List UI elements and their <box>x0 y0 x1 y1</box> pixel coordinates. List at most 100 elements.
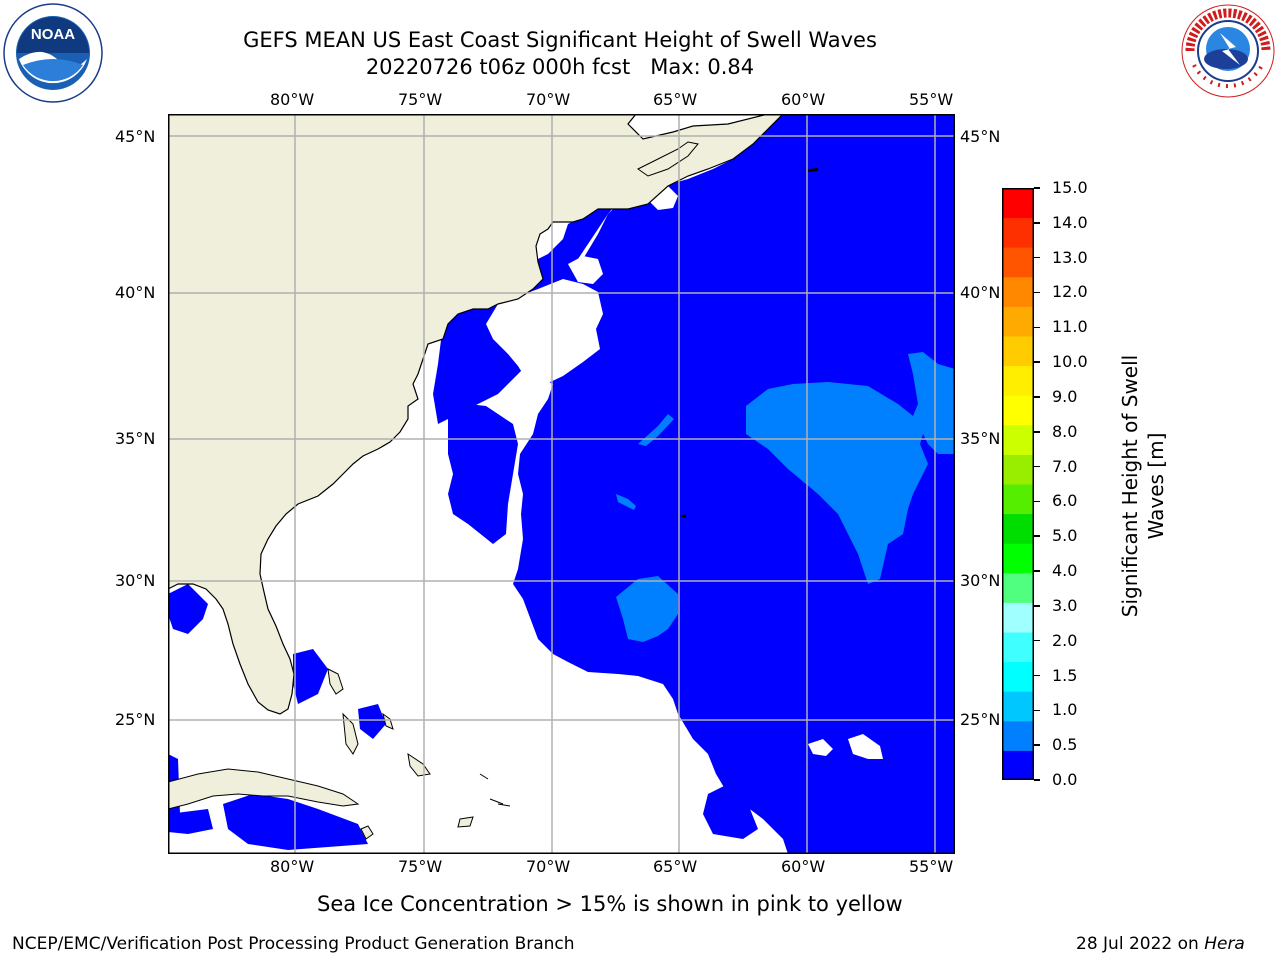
colorbar-swatch <box>1002 217 1034 248</box>
colorbar-label-line1: Significant Height of Swell <box>1118 354 1142 618</box>
colorbar-tick-mark <box>1034 396 1040 398</box>
sea-ice-note: Sea Ice Concentration > 15% is shown in … <box>317 892 903 916</box>
svg-text:NOAA: NOAA <box>31 26 75 43</box>
footer-date: 28 Jul 2022 on Hera <box>1076 934 1245 954</box>
lat-label-left-45n: 45°N <box>115 127 156 146</box>
colorbar-tick-label: 15.0 <box>1052 178 1088 197</box>
colorbar-tick-label: 6.0 <box>1052 491 1078 511</box>
lat-label-right-25n: 25°N <box>960 710 1001 729</box>
lat-label-left-30n: 30°N <box>115 571 156 590</box>
lat-label-left-25n: 25°N <box>115 710 156 729</box>
colorbar-tick-mark <box>1034 674 1040 677</box>
lon-label-top-65w: 65°W <box>653 90 698 109</box>
colorbar-tick-label: 9.0 <box>1052 386 1078 406</box>
colorbar-tick-mark <box>1034 500 1040 503</box>
colorbar-tick-mark <box>1034 639 1040 642</box>
colorbar-tick-label: 5.0 <box>1052 526 1078 546</box>
colorbar-tick-label: 0.0 <box>1052 770 1078 789</box>
footer-date-text: 28 Jul 2022 on <box>1076 934 1205 954</box>
colorbar-tick-label: 4.0 <box>1052 561 1078 581</box>
colorbar-swatch <box>1002 395 1034 426</box>
colorbar-swatch <box>1002 188 1034 219</box>
colorbar-tick-label: 10.0 <box>1052 352 1088 372</box>
colorbar-swatch <box>1002 543 1034 574</box>
colorbar-ticks: 0.0 0.5 1.0 1.5 2.0 3.0 4.0 5.0 6.0 7.0 8.0 9.0 10.0… <box>1034 179 1114 789</box>
colorbar-tick-mark <box>1034 744 1040 746</box>
colorbar-tick-label: 1.5 <box>1052 665 1078 685</box>
lon-label-bottom-80w: 80°W <box>270 857 315 876</box>
colorbar-swatch <box>1002 424 1034 455</box>
lat-label-left-35n: 35°N <box>115 429 156 448</box>
colorbar-swatch <box>1002 691 1034 722</box>
footer-machine: Hera <box>1204 934 1245 954</box>
colorbar-tick-label: 12.0 <box>1052 282 1088 302</box>
colorbar-label-line2: Waves [m] <box>1144 432 1168 540</box>
colorbar-swatch <box>1002 572 1034 603</box>
colorbar-tick-label: 13.0 <box>1052 247 1088 267</box>
lon-label-top-55w: 55°W <box>909 90 954 109</box>
colorbar-tick-mark <box>1034 465 1040 468</box>
colorbar-tick-mark <box>1034 779 1040 781</box>
lon-label-bottom-65w: 65°W <box>653 857 698 876</box>
lat-label-right-40n: 40°N <box>960 283 1001 302</box>
colorbar-swatch <box>1002 365 1034 396</box>
colorbar-swatch <box>1002 276 1034 307</box>
swell-region-mid-south <box>616 576 678 642</box>
colorbar-tick-mark <box>1034 535 1040 537</box>
nws-logo <box>1180 3 1276 99</box>
colorbar-tick-label: 11.0 <box>1052 317 1088 337</box>
swell-region-low <box>513 114 955 854</box>
lon-label-top-75w: 75°W <box>398 90 443 109</box>
colorbar-tick-label: 1.0 <box>1052 700 1078 720</box>
swell-region-mid-east <box>746 352 955 584</box>
colorbar-swatches <box>1002 188 1034 781</box>
noaa-logo: NOAA <box>3 3 103 103</box>
colorbar-tick-label: 2.0 <box>1052 630 1078 650</box>
colorbar-swatch <box>1002 484 1034 515</box>
colorbar-tick-mark <box>1034 222 1040 224</box>
colorbar-swatch <box>1002 720 1034 751</box>
lon-label-top-60w: 60°W <box>781 90 826 109</box>
colorbar-tick-label: 0.5 <box>1052 735 1078 755</box>
colorbar-tick-mark <box>1034 361 1040 363</box>
lat-label-right-35n: 35°N <box>960 429 1001 448</box>
colorbar-tick-mark <box>1034 431 1040 433</box>
colorbar-tick-mark <box>1034 709 1040 712</box>
graticule <box>168 114 955 854</box>
colorbar-tick-mark <box>1034 326 1040 329</box>
colorbar-tick-mark <box>1034 291 1040 294</box>
colorbar-swatch <box>1002 661 1034 692</box>
colorbar-swatch <box>1002 750 1034 781</box>
colorbar-tick-label: 14.0 <box>1052 212 1088 232</box>
colorbar-tick-mark <box>1034 605 1040 607</box>
colorbar <box>1002 188 1034 781</box>
colorbar-swatch <box>1002 247 1034 278</box>
colorbar-swatch <box>1002 336 1034 367</box>
lon-label-top-80w: 80°W <box>270 90 315 109</box>
lon-label-bottom-70w: 70°W <box>526 857 571 876</box>
map-canvas <box>167 113 955 854</box>
colorbar-swatch <box>1002 632 1034 663</box>
map-panel <box>167 113 955 854</box>
colorbar-swatch <box>1002 454 1034 485</box>
lat-label-right-30n: 30°N <box>960 571 1001 590</box>
colorbar-tick-label: 8.0 <box>1052 421 1078 441</box>
footer-branch: NCEP/EMC/Verification Post Processing Pr… <box>12 934 575 954</box>
lon-label-bottom-55w: 55°W <box>909 857 954 876</box>
colorbar-tick-mark <box>1034 570 1040 572</box>
lat-label-right-45n: 45°N <box>960 127 1001 146</box>
colorbar-tick-mark <box>1034 187 1040 189</box>
lat-label-left-40n: 40°N <box>115 283 156 302</box>
colorbar-swatch <box>1002 513 1034 544</box>
colorbar-tick-mark <box>1034 256 1040 259</box>
colorbar-swatch <box>1002 602 1034 633</box>
colorbar-swatch <box>1002 306 1034 337</box>
lon-label-top-70w: 70°W <box>526 90 571 109</box>
lon-label-bottom-75w: 75°W <box>398 857 443 876</box>
colorbar-tick-label: 7.0 <box>1052 456 1078 476</box>
us-landmass <box>167 113 785 715</box>
colorbar-tick-label: 3.0 <box>1052 595 1078 615</box>
forecast-subtitle: 20220726 t06z 000h fcst Max: 0.84 <box>365 55 755 79</box>
lon-label-bottom-60w: 60°W <box>781 857 826 876</box>
map-title: GEFS MEAN US East Coast Significant Heig… <box>243 28 877 52</box>
